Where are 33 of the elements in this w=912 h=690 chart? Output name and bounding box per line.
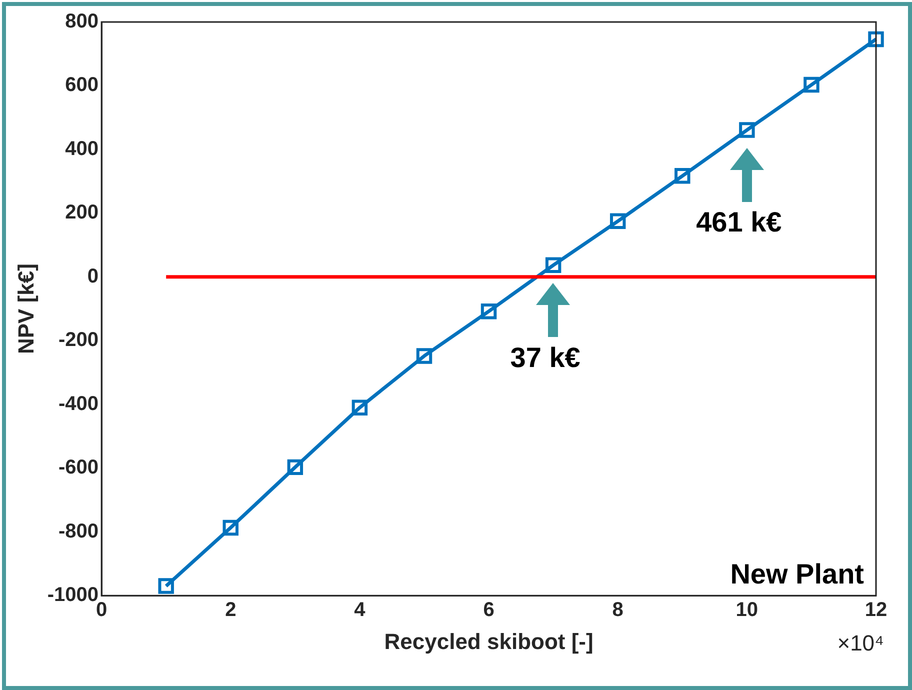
point [352,400,368,416]
y-tick-label: 0 [87,265,99,288]
point [545,257,562,274]
y-axis-title: NPV [k€] [13,264,38,354]
point [610,213,626,230]
annotation: 461 k€ [696,206,782,238]
point [480,303,497,320]
y-tick-label: -800 [58,520,99,542]
y-tick-label: 400 [65,138,99,160]
point [416,348,432,364]
point [222,520,238,536]
y-tick-label: -200 [58,329,99,352]
x-tick-label: 2 [225,599,236,622]
annotation: New Plant [730,558,864,590]
y-tick-label: 600 [65,74,99,96]
x-tick-label: 12 [864,599,888,622]
text: ×10⁴ [837,630,884,656]
point [287,459,304,476]
x-tick-label: 6 [483,599,494,622]
point [158,578,174,594]
x-tick-label: 10 [736,599,758,622]
x-tick-label: 4 [354,599,366,622]
point [804,76,820,93]
x-axis-title: Recycled skiboot [-] [384,628,594,654]
y-tick-label: -600 [58,456,99,479]
point [739,122,755,138]
y-tick-label: 800 [65,10,99,33]
annotation: 37 k€ [510,342,581,373]
point [868,31,884,48]
y-tick-label: 200 [65,202,99,224]
point [674,168,690,184]
x-tick-label: 8 [612,599,624,622]
y-tick-label: -400 [58,392,99,415]
